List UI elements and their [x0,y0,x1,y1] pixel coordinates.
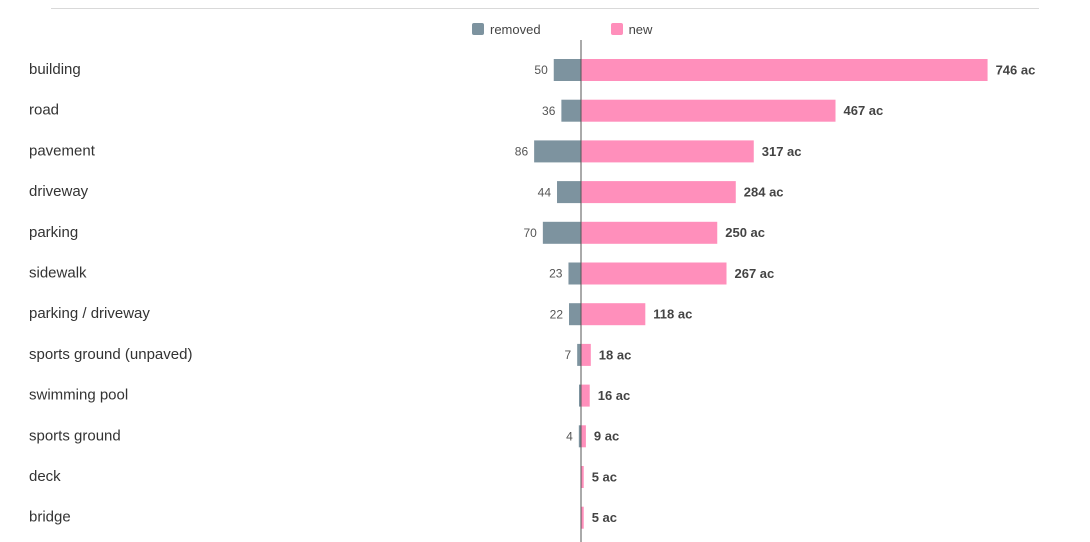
removed-bar[interactable] [568,262,581,285]
removed-value-label: 44 [538,185,552,199]
new-bar[interactable] [581,343,591,366]
new-value-label: 118 ac [653,307,692,322]
category-label: driveway [29,183,89,200]
category-label: bridge [29,509,71,526]
new-value-label: 284 ac [744,185,784,200]
new-bar[interactable] [581,466,584,488]
legend-swatch-new [610,23,623,35]
new-value-label: 5 ac [592,510,617,525]
removed-value-label: 4 [566,429,573,443]
category-label: sports ground (unpaved) [29,346,192,363]
legend-label-removed: removed [490,21,541,37]
category-label: building [29,61,81,78]
new-value-label: 9 ac [594,429,619,444]
chart-legend: removed new [472,20,722,38]
new-bar[interactable] [581,506,584,529]
removed-bar[interactable] [579,384,581,407]
new-bar[interactable] [581,384,590,407]
category-label: pavement [29,142,96,159]
removed-bar[interactable] [561,99,581,122]
removed-bar[interactable] [569,303,581,326]
new-bar[interactable] [581,59,988,81]
category-label: sidewalk [29,264,87,281]
removed-bar[interactable] [557,181,581,204]
legend-item-new[interactable]: new [610,21,653,37]
new-value-label: 16 ac [598,388,631,403]
removed-bar[interactable] [534,140,581,163]
category-label: parking [29,224,78,241]
removed-bar[interactable] [577,343,581,366]
new-bar[interactable] [581,425,586,448]
removed-value-label: 7 [564,348,571,362]
removed-bar[interactable] [578,425,581,448]
top-divider [51,8,1039,9]
new-bar[interactable] [581,140,754,163]
category-label: sports ground [29,427,121,444]
new-value-label: 467 ac [844,103,884,118]
new-value-label: 250 ac [725,225,765,240]
removed-bar[interactable] [553,59,581,81]
removed-value-label: 86 [515,145,529,159]
removed-value-label: 23 [549,267,563,281]
removed-value-label: 22 [550,307,564,321]
legend-item-removed[interactable]: removed [472,22,541,37]
new-bar[interactable] [581,99,836,122]
new-value-label: 18 ac [599,347,632,362]
removed-value-label: 50 [534,63,548,77]
category-label: deck [29,468,61,485]
removed-value-label: 70 [523,226,537,240]
category-label: swimming pool [29,387,128,404]
new-value-label: 746 ac [996,62,1036,77]
removed-bar[interactable] [542,221,581,244]
new-value-label: 267 ac [735,266,775,281]
new-bar[interactable] [581,221,718,244]
removed-value-label: 36 [542,104,556,118]
category-label: parking / driveway [29,305,150,322]
new-value-label: 317 ac [762,144,802,159]
new-value-label: 5 ac [592,469,617,484]
legend-swatch-removed [472,23,484,35]
category-label: road [29,102,59,119]
legend-label-new: new [628,21,653,37]
new-bar[interactable] [581,262,727,285]
new-bar[interactable] [581,181,736,204]
new-bar[interactable] [581,303,646,326]
